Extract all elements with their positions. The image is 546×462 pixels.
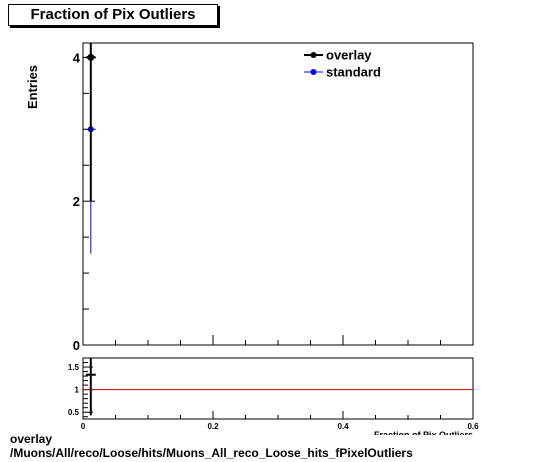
y-tick-label: 4 bbox=[73, 50, 81, 65]
ratio-y-tick-label: 1.5 bbox=[68, 363, 80, 372]
ratio-y-tick-label: 1 bbox=[75, 386, 80, 395]
y-tick-label: 0 bbox=[73, 338, 80, 353]
footer-path: /Muons/All/reco/Loose/hits/Muons_All_rec… bbox=[10, 446, 413, 460]
x-axis-label: Fraction of Pix Outliers bbox=[374, 430, 473, 440]
y-axis-label: Entries bbox=[25, 65, 40, 109]
legend-marker-standard bbox=[310, 69, 317, 75]
x-tick-label: 0 bbox=[81, 422, 86, 431]
x-tick-label: 0.4 bbox=[337, 422, 349, 431]
ratio-y-tick-label: 0.5 bbox=[68, 408, 80, 417]
y-tick-label: 2 bbox=[73, 194, 80, 209]
ratio-plot-frame bbox=[82, 357, 474, 420]
legend-label-standard: standard bbox=[326, 65, 381, 80]
footer-label: overlay bbox=[10, 432, 53, 446]
legend-marker-overlay bbox=[310, 52, 317, 58]
data-point-overlay bbox=[87, 53, 95, 61]
x-tick-label: 0.6 bbox=[467, 422, 479, 431]
x-tick-label: 0.2 bbox=[207, 422, 219, 431]
chart-title-box: Fraction of Pix Outliers bbox=[8, 4, 218, 26]
chart-title: Fraction of Pix Outliers bbox=[30, 6, 196, 23]
legend-label-overlay: overlay bbox=[326, 48, 372, 63]
main-plot-frame bbox=[82, 42, 474, 346]
